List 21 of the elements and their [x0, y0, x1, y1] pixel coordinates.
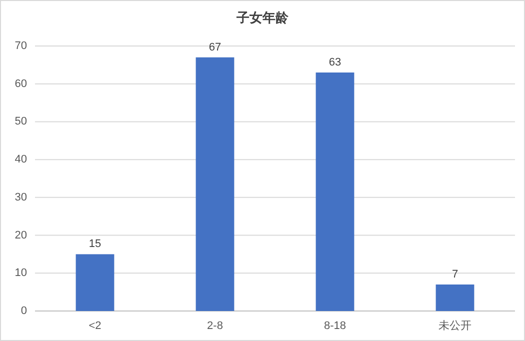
x-tick-label: 2-8: [207, 320, 223, 332]
y-tick-label: 20: [14, 229, 27, 242]
y-tick-label: 10: [14, 267, 27, 280]
y-tick-label: 70: [14, 40, 27, 52]
x-tick-label: <2: [88, 320, 102, 332]
x-tick-label: 8-18: [324, 320, 346, 332]
bar: [436, 284, 474, 311]
y-tick-label: 50: [14, 116, 27, 128]
data-label: 67: [208, 41, 222, 54]
bar: [196, 57, 234, 311]
y-tick-label: 0: [20, 305, 27, 317]
data-label: 63: [328, 56, 342, 68]
y-tick-label: 30: [14, 191, 27, 204]
bar: [316, 72, 354, 311]
y-tick-label: 60: [14, 78, 27, 90]
data-label: 7: [452, 268, 458, 280]
data-label: 15: [88, 238, 102, 250]
y-tick-label: 40: [14, 154, 27, 166]
bar: [76, 254, 114, 311]
x-tick-label: 未公开: [438, 319, 472, 332]
chart-title: 子女年龄: [236, 10, 290, 25]
